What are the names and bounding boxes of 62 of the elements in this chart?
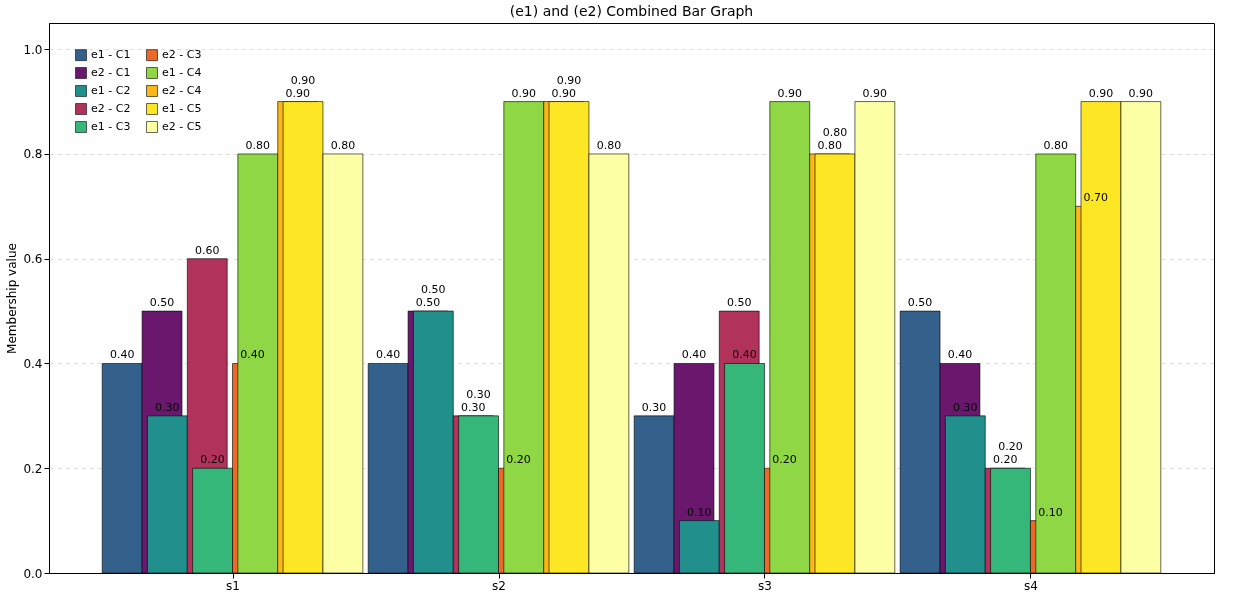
legend-label: e2 - C5 <box>162 120 202 133</box>
x-tick-label: s1 <box>226 578 240 593</box>
data-label: 0.20 <box>506 453 531 467</box>
data-label: 0.10 <box>1038 505 1063 519</box>
x-tick-label: s3 <box>758 578 772 593</box>
data-label: 0.50 <box>415 296 441 310</box>
data-label: 0.50 <box>726 296 752 310</box>
data-label: 0.40 <box>681 348 707 362</box>
data-label: 0.30 <box>641 400 667 414</box>
data-label: 0.10 <box>687 505 712 519</box>
data-label: 0.50 <box>421 283 446 297</box>
data-label: 0.30 <box>953 400 978 414</box>
data-label: 0.30 <box>155 400 180 414</box>
data-label: 0.20 <box>772 453 797 467</box>
data-label: 0.30 <box>460 400 486 414</box>
legend-label: e1 - C4 <box>162 66 202 79</box>
data-label: 0.40 <box>109 348 135 362</box>
data-label: 0.50 <box>149 296 175 310</box>
data-label: 0.70 <box>1083 191 1108 205</box>
y-tick-label: 0.2 <box>23 461 43 476</box>
data-label: 0.80 <box>245 138 271 152</box>
legend-label: e1 - C2 <box>91 84 131 97</box>
data-label: 0.90 <box>551 86 576 100</box>
legend-label: e2 - C1 <box>91 66 131 79</box>
y-tick-label: 1.0 <box>23 42 43 57</box>
legend-label: e1 - C5 <box>162 102 202 115</box>
legend-label: e1 - C1 <box>91 48 131 62</box>
data-label: 0.80 <box>330 138 356 152</box>
data-label: 0.90 <box>285 86 310 100</box>
x-tick-label: s4 <box>1024 578 1038 593</box>
x-tick-label: s2 <box>492 578 506 593</box>
legend-label: e1 - C3 <box>91 120 131 133</box>
legend-label: e2 - C3 <box>162 48 202 62</box>
data-label: 0.50 <box>907 296 933 310</box>
chart-title: (e1) and (e2) Combined Bar Graph <box>509 3 754 19</box>
data-label: 0.80 <box>822 125 848 139</box>
data-label: 0.80 <box>817 138 842 152</box>
legend-label: e2 - C2 <box>91 102 131 115</box>
data-label: 0.40 <box>375 348 401 362</box>
y-tick-label: 0.6 <box>23 252 43 267</box>
y-tick-label: 0.4 <box>23 356 43 371</box>
data-label: 0.30 <box>466 387 491 401</box>
data-label: 0.40 <box>240 348 265 362</box>
data-label: 0.60 <box>195 243 220 257</box>
data-label: 0.90 <box>862 86 888 100</box>
data-label: 0.20 <box>998 440 1023 454</box>
data-label: 0.20 <box>200 453 225 467</box>
data-label: 0.20 <box>992 453 1018 467</box>
data-label: 0.40 <box>732 348 757 362</box>
data-label: 0.90 <box>290 73 316 87</box>
data-label: 0.90 <box>511 86 537 100</box>
data-label: 0.80 <box>1043 138 1068 152</box>
y-tick-label: 0.0 <box>23 566 43 581</box>
legend-label: e2 - C4 <box>162 84 202 97</box>
y-tick-label: 0.8 <box>23 147 43 162</box>
data-label: 0.40 <box>947 348 973 362</box>
y-axis-title: Membership value <box>5 243 20 354</box>
data-label: 0.90 <box>556 73 582 87</box>
data-label: 0.80 <box>596 138 622 152</box>
data-label: 0.90 <box>777 86 803 100</box>
data-label: 0.90 <box>1088 86 1114 100</box>
data-label: 0.90 <box>1128 86 1154 100</box>
